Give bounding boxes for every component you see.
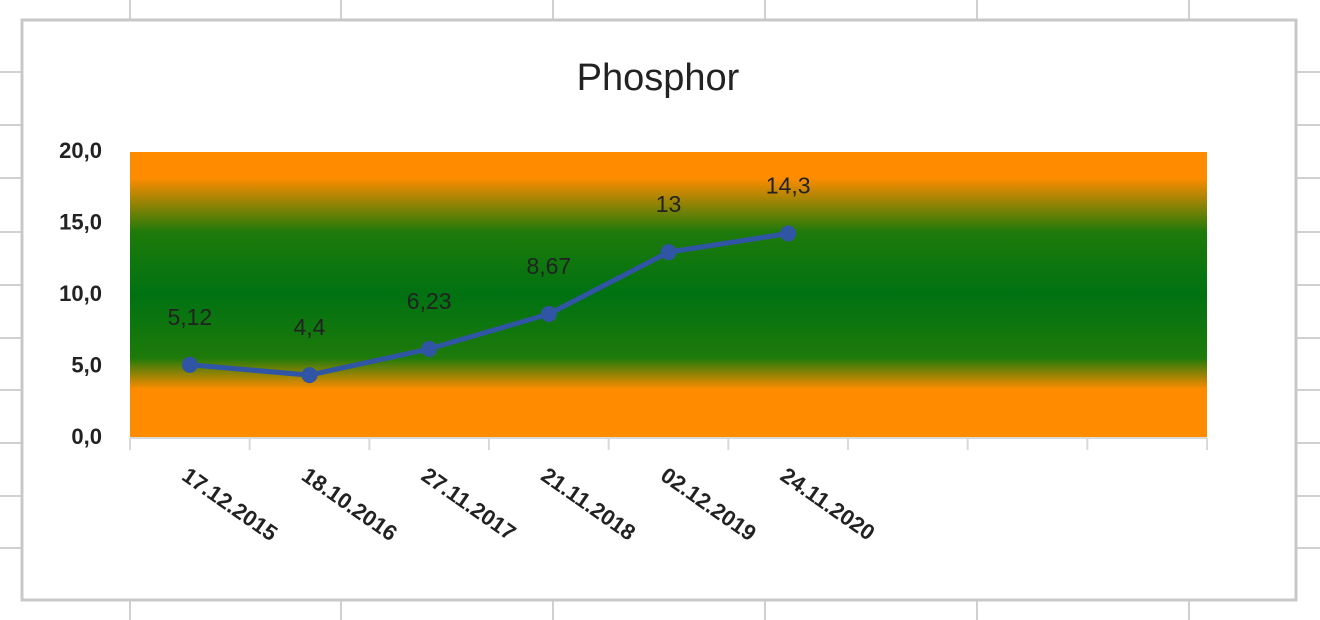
y-tick-label: 5,0 — [71, 352, 102, 377]
data-label: 8,67 — [526, 253, 571, 279]
y-tick-label: 10,0 — [59, 281, 102, 306]
chart-title: Phosphor — [577, 57, 740, 99]
y-tick-label: 0,0 — [71, 424, 102, 449]
plot-area — [130, 152, 1207, 438]
data-point — [181, 356, 198, 373]
data-point — [780, 225, 797, 242]
data-label: 14,3 — [766, 173, 811, 199]
data-label: 6,23 — [407, 288, 452, 314]
data-label: 13 — [656, 191, 682, 217]
data-label: 4,4 — [294, 314, 326, 340]
y-tick-label: 20,0 — [59, 138, 102, 163]
data-point — [421, 340, 438, 357]
y-tick-label: 15,0 — [59, 209, 102, 234]
data-point — [540, 306, 557, 323]
data-point — [301, 367, 318, 384]
series-line — [189, 231, 789, 378]
data-label: 5,12 — [167, 304, 212, 330]
data-point — [660, 244, 677, 261]
